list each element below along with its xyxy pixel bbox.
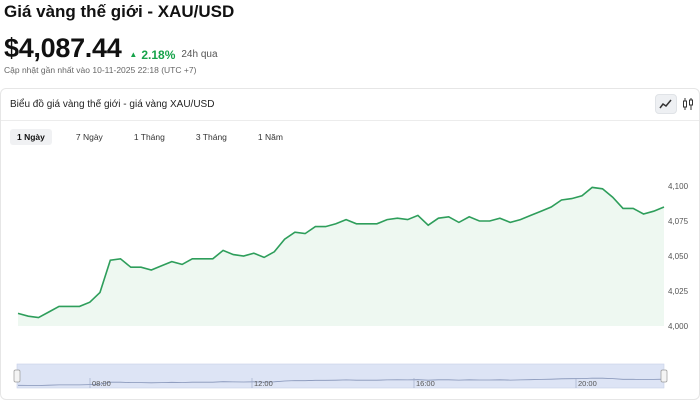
navigator-background bbox=[16, 363, 665, 389]
candlestick-icon bbox=[683, 98, 693, 110]
y-tick-label: 4,075 bbox=[668, 217, 689, 226]
tab-1-day[interactable]: 1 Ngày bbox=[10, 129, 52, 145]
y-tick-label: 4,025 bbox=[668, 287, 689, 296]
candlestick-chart-button[interactable] bbox=[677, 94, 699, 114]
navigator-line bbox=[17, 377, 665, 386]
navigator-time-label: 16:00 bbox=[416, 379, 435, 388]
card-header: Biểu đồ giá vàng thế giới - giá vàng XAU… bbox=[1, 89, 699, 121]
line-chart-button[interactable] bbox=[655, 94, 677, 114]
y-tick-label: 4,000 bbox=[668, 322, 689, 331]
tab-3-months[interactable]: 3 Tháng bbox=[195, 132, 227, 142]
time-range-tabs: 1 Ngày 7 Ngày 1 Tháng 3 Tháng 1 Năm bbox=[10, 129, 290, 145]
y-tick-label: 4,050 bbox=[668, 252, 689, 261]
line-chart-icon bbox=[659, 99, 672, 109]
y-axis-ticks: 4,000 4,025 4,050 4,075 4,100 bbox=[668, 182, 689, 331]
navigator-time-label: 08:00 bbox=[92, 379, 111, 388]
y-tick-label: 4,100 bbox=[668, 182, 689, 191]
triangle-up-icon: ▲ bbox=[129, 50, 138, 59]
price-row: $4,087.44 ▲ 2.18% 24h qua bbox=[4, 33, 218, 64]
tab-7-days[interactable]: 7 Ngày bbox=[75, 132, 103, 142]
current-price: $4,087.44 bbox=[4, 33, 122, 63]
chart-title: Biểu đồ giá vàng thế giới - giá vàng XAU… bbox=[10, 99, 215, 110]
price-chart[interactable]: 4,000 4,025 4,050 4,075 4,100 08:00 12:00 16:0… bbox=[0, 88, 700, 400]
navigator[interactable]: 08:00 12:00 16:00 20:00 bbox=[13, 363, 668, 389]
navigator-left-handle[interactable] bbox=[13, 369, 21, 383]
last-updated: Cập nhật gần nhất vào 10-11-2025 22:18 (… bbox=[4, 65, 197, 75]
navigator-time-label: 12:00 bbox=[254, 379, 273, 388]
change-period: 24h qua bbox=[181, 49, 218, 60]
price-area bbox=[18, 187, 664, 326]
navigator-right-handle[interactable] bbox=[660, 369, 668, 383]
tab-1-year[interactable]: 1 Năm bbox=[257, 132, 283, 142]
tab-1-month[interactable]: 1 Tháng bbox=[133, 132, 165, 142]
price-line bbox=[17, 186, 665, 319]
navigator-time-label: 20:00 bbox=[578, 379, 597, 388]
navigator-time-labels: 08:00 12:00 16:00 20:00 bbox=[89, 378, 597, 388]
page-title: Giá vàng thế giới - XAU/USD bbox=[4, 2, 235, 21]
change-percent: 2.18% bbox=[141, 47, 176, 62]
price-change: ▲ 2.18% 24h qua bbox=[129, 48, 217, 62]
